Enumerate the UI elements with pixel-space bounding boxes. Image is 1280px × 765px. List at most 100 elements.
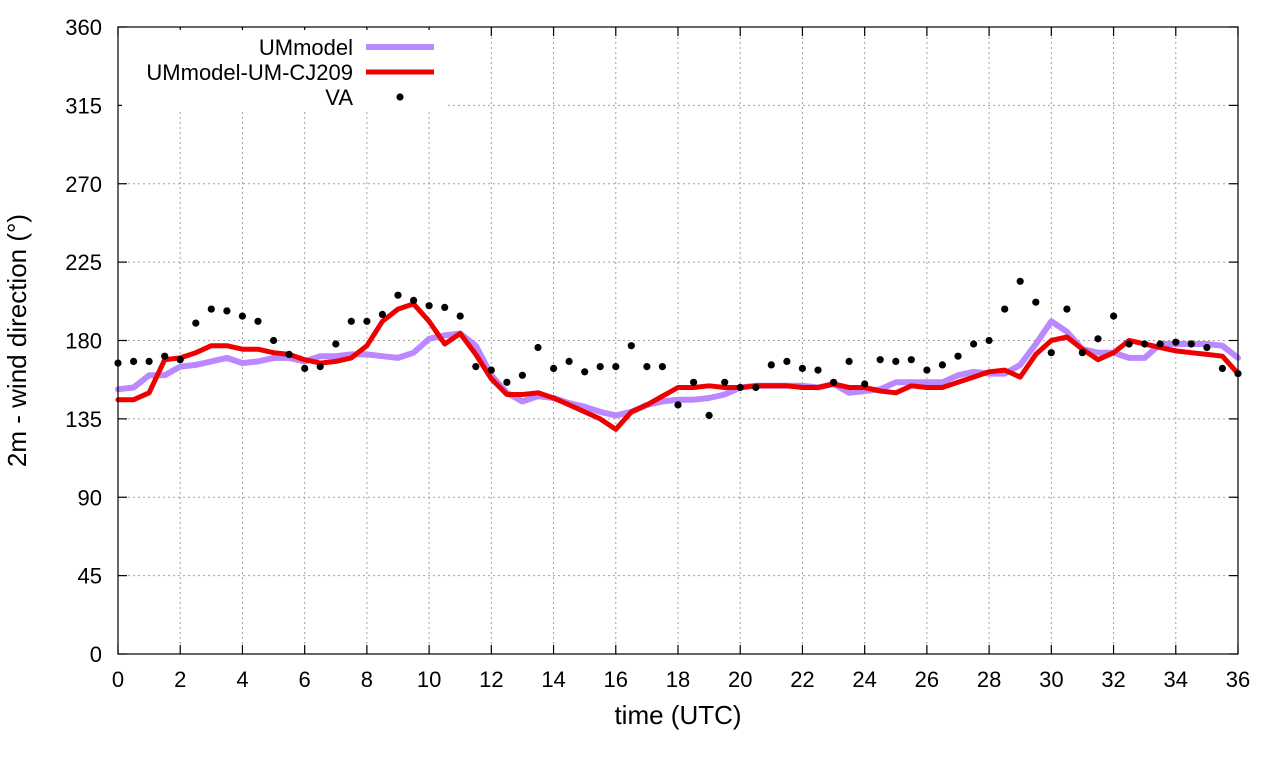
series-point-va [518,371,527,379]
y-tick-label: 225 [65,250,102,275]
series-point-va [410,296,418,304]
series-point-va [456,312,464,320]
series-point-va [861,380,869,388]
x-tick-label: 8 [361,667,373,692]
series-point-va [752,383,760,392]
series-point-va [1156,340,1164,348]
series-point-va [534,343,542,352]
series-point-va [425,302,433,310]
series-point-va [1063,305,1071,313]
series-point-va [892,357,900,365]
series-line-ummodel-um-cj209 [115,301,1241,432]
series-point-va [223,307,231,315]
series-point-va [970,340,978,348]
series-point-va [161,352,169,360]
series-point-va [1172,338,1180,346]
series-point-va [1203,343,1211,352]
series-point-va [1047,349,1055,357]
series-point-va [285,350,293,358]
series-point-va [378,310,386,318]
series-point-va [1187,340,1195,348]
legend-label-ummodel: UMmodel [259,35,353,60]
x-tick-label: 16 [604,667,628,692]
y-tick-label: 45 [78,564,102,589]
series-point-va [192,319,200,327]
x-axis-title: time (UTC) [614,700,741,730]
series-point-va [394,291,402,299]
y-tick-label: 135 [65,407,102,432]
series-point-va [907,356,915,364]
series-point-va [347,317,355,325]
x-tick-label: 14 [541,667,565,692]
series-point-va [721,378,729,386]
x-tick-label: 18 [666,667,690,692]
series-point-va [130,357,138,365]
series-point-va [612,363,620,371]
series-point-va [830,378,838,386]
series-point-va [1110,312,1118,320]
series-point-va [472,363,480,371]
x-tick-label: 32 [1101,667,1125,692]
x-tick-label: 4 [236,667,248,692]
series-point-va [658,363,667,371]
series-point-va [674,401,682,409]
legend-swatch-va [396,93,404,101]
y-tick-label: 90 [78,485,102,510]
series-point-va [876,356,884,364]
x-tick-label: 34 [1164,667,1188,692]
series-point-va [207,305,215,313]
series-point-va [1078,349,1086,357]
y-tick-label: 0 [90,642,102,667]
series-point-va [596,363,604,371]
series-point-va [814,366,822,374]
y-tick-label: 360 [65,15,102,40]
series-point-va [627,342,635,350]
series-point-va [690,378,698,386]
series-point-va [845,357,853,365]
series-point-va [301,364,309,372]
series-point-va [736,383,744,392]
series-point-va [254,317,262,325]
series-point-va [487,366,495,374]
x-tick-label: 22 [790,667,814,692]
series-point-va [316,363,324,371]
x-tick-label: 36 [1226,667,1250,692]
y-tick-label: 180 [65,329,102,354]
series-point-va [1141,340,1149,348]
x-tick-label: 20 [728,667,752,692]
legend-label-ummodel-um-cj209: UMmodel-UM-CJ209 [146,60,353,85]
series-point-va [767,361,775,369]
series-point-va [954,352,962,360]
series-point-va [363,317,371,325]
series-point-va [145,357,153,365]
series-point-va [985,336,993,345]
series-point-va [270,336,278,345]
series-point-va [1032,298,1040,306]
series-point-va [798,364,807,372]
y-axis-title: 2m - wind direction (°) [2,214,32,467]
x-tick-label: 6 [299,667,311,692]
series-point-va [176,356,184,364]
series-point-va [923,366,931,374]
x-tick-label: 10 [417,667,441,692]
series-point-va [565,357,573,365]
series-point-va [643,363,651,371]
x-tick-label: 28 [977,667,1001,692]
series-point-va [705,411,713,419]
series-point-va [1094,335,1102,343]
x-tick-label: 12 [479,667,503,692]
x-tick-label: 30 [1039,667,1063,692]
y-tick-label: 270 [65,172,102,197]
series-point-va [503,378,511,386]
series-point-va [1218,364,1226,372]
x-tick-label: 26 [915,667,939,692]
x-tick-label: 0 [112,667,124,692]
series-point-va [1125,340,1133,348]
series-point-va [581,368,589,376]
legend-label-va: VA [325,85,353,110]
series-point-va [550,364,558,372]
series-point-va [332,340,340,348]
series-point-va [1016,277,1024,285]
